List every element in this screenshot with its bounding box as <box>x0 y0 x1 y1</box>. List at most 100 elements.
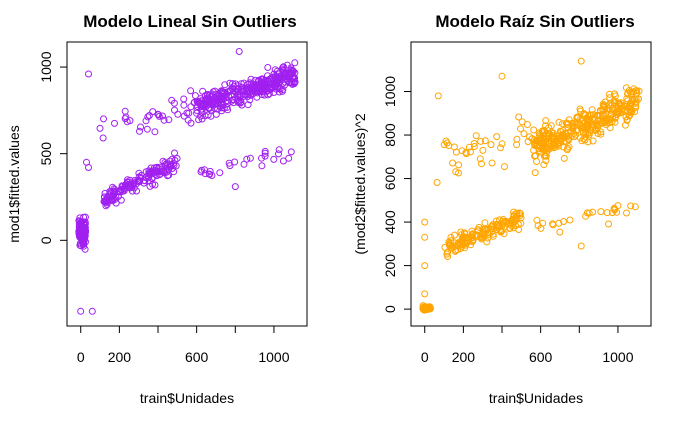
data-point <box>266 83 274 91</box>
data-point <box>161 169 169 177</box>
data-point <box>229 80 237 88</box>
data-point <box>253 82 261 90</box>
data-point <box>184 116 192 124</box>
data-point <box>556 228 564 236</box>
data-point <box>271 80 279 88</box>
data-point <box>613 208 621 216</box>
data-point <box>528 135 536 143</box>
data-point <box>285 70 293 77</box>
x-tick-label: 200 <box>108 349 132 365</box>
data-point <box>219 89 227 97</box>
data-point <box>627 90 635 98</box>
data-point <box>238 83 246 91</box>
data-point <box>626 107 634 115</box>
data-point <box>270 89 278 96</box>
data-point <box>166 162 174 170</box>
data-point <box>494 224 502 232</box>
data-point <box>146 169 154 177</box>
data-point <box>625 103 632 111</box>
data-point <box>627 202 635 210</box>
data-point <box>100 115 107 123</box>
data-point <box>542 135 550 143</box>
data-point <box>261 152 269 160</box>
x-tick-label: 200 <box>452 349 476 365</box>
data-point <box>442 137 450 145</box>
data-point <box>142 117 150 125</box>
data-point <box>208 172 216 179</box>
data-point <box>106 188 114 195</box>
data-point <box>143 125 151 133</box>
data-point <box>505 219 513 227</box>
data-point <box>426 304 434 312</box>
data-point <box>240 79 248 87</box>
data-point <box>258 162 266 170</box>
data-point <box>515 113 523 121</box>
data-point <box>606 90 613 98</box>
data-point <box>462 148 470 156</box>
data-point <box>577 242 585 250</box>
data-point <box>572 131 579 139</box>
data-point <box>100 198 108 205</box>
data-point <box>607 115 615 123</box>
y-tick-label: 600 <box>382 167 398 191</box>
chart-panel-linear: Modelo Lineal Sin Outliers 0 200 600 1000 0… <box>6 12 308 406</box>
x-tick-label: 0 <box>77 349 85 365</box>
data-point <box>165 165 173 173</box>
data-point <box>76 228 84 236</box>
data-point <box>597 130 605 138</box>
data-point <box>625 112 633 119</box>
data-point <box>606 116 614 124</box>
data-point <box>451 247 459 255</box>
x-axis: 0 200 600 1000 <box>421 325 634 365</box>
data-point <box>554 139 562 147</box>
data-point <box>278 87 286 95</box>
data-point <box>489 230 497 238</box>
data-point <box>615 101 623 109</box>
data-point <box>104 196 112 204</box>
data-point <box>455 161 463 169</box>
data-point <box>145 112 153 119</box>
data-point <box>112 199 120 207</box>
x-axis-label: train$Unidades <box>140 390 234 406</box>
data-point <box>230 99 237 107</box>
data-point <box>608 104 616 112</box>
data-point <box>99 134 107 142</box>
data-point <box>534 222 542 229</box>
data-point <box>600 102 607 109</box>
data-point <box>498 72 506 80</box>
data-point <box>212 110 220 118</box>
data-point <box>488 159 496 167</box>
data-point <box>513 141 521 149</box>
data-point <box>244 80 252 88</box>
data-point <box>600 112 608 120</box>
data-point <box>481 225 489 233</box>
x-tick-label: 0 <box>421 349 429 365</box>
data-point <box>465 143 473 151</box>
data-point <box>447 234 455 241</box>
data-point <box>556 127 564 135</box>
data-point <box>174 110 182 118</box>
data-point <box>193 109 201 117</box>
x-tick-label: 600 <box>185 349 209 365</box>
data-point <box>249 84 257 92</box>
data-point <box>577 57 585 65</box>
data-point <box>540 161 548 169</box>
data-point <box>285 154 293 162</box>
data-point <box>472 132 480 140</box>
data-point <box>470 140 478 147</box>
y-tick-label: 0 <box>382 305 398 313</box>
data-point <box>110 192 117 200</box>
y-tick-label: 400 <box>382 210 398 234</box>
data-point <box>77 307 85 315</box>
data-point <box>533 216 541 224</box>
data-point <box>276 72 284 80</box>
data-point <box>123 176 131 184</box>
data-point <box>230 91 238 98</box>
data-point <box>489 221 497 228</box>
data-point <box>287 148 295 156</box>
data-point <box>493 133 501 141</box>
x-tick-label: 1000 <box>258 349 289 365</box>
data-point <box>481 219 489 227</box>
data-point <box>199 87 207 95</box>
data-point <box>115 193 122 200</box>
